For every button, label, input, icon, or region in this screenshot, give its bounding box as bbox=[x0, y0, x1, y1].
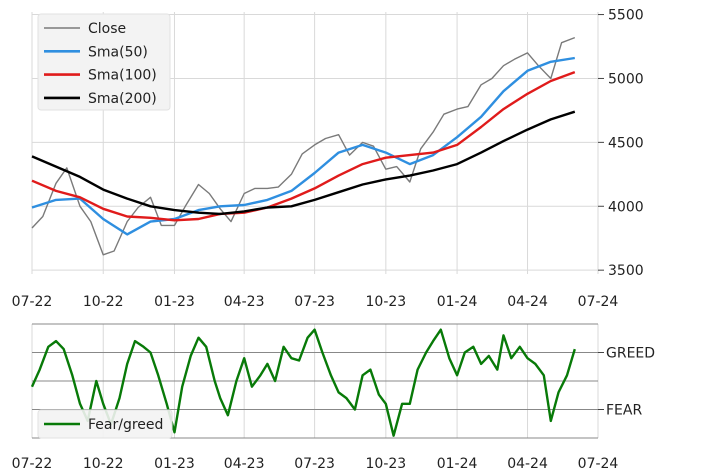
main-ytick-label-5500: 5500 bbox=[608, 8, 644, 24]
fear-greed-lines bbox=[30, 328, 576, 437]
fear-greed-legend: Fear/greed bbox=[37, 409, 173, 439]
legend-label-sma200: Sma(200) bbox=[88, 91, 157, 107]
fg-xtick-label-01-23: 01-23 bbox=[154, 456, 195, 472]
main-xtick-label-01-24: 01-24 bbox=[437, 294, 478, 310]
fg-xtick-label-07-24: 07-24 bbox=[578, 456, 619, 472]
main-xtick-label-01-23: 01-23 bbox=[154, 294, 195, 310]
main-legend-box bbox=[37, 13, 171, 111]
main-ytick-label-4500: 4500 bbox=[608, 135, 644, 151]
main-chart-grid bbox=[31, 12, 599, 274]
fg-xtick-label-07-23: 07-23 bbox=[294, 456, 335, 472]
main-x-axis: 07-22 10-22 01-23 04-23 07-23 10-23 01-24 04-24… bbox=[12, 294, 619, 310]
legend-label-sma50: Sma(50) bbox=[88, 44, 148, 60]
main-ytick-label-4000: 4000 bbox=[608, 199, 644, 215]
main-xtick-label-10-22: 10-22 bbox=[83, 294, 124, 310]
main-y-axis: 3500 4000 4500 5000 5500 bbox=[598, 8, 644, 279]
fg-xtick-label-01-24: 01-24 bbox=[437, 456, 478, 472]
fear-greed-y-axis: GREED FEAR bbox=[598, 346, 655, 419]
fg-ytick-label-greed: GREED bbox=[606, 346, 655, 362]
fg-legend-box bbox=[37, 409, 173, 439]
fg-ytick-label-fear: FEAR bbox=[606, 403, 642, 419]
main-xtick-label-07-22: 07-22 bbox=[12, 294, 53, 310]
series-line-sma50 bbox=[31, 56, 575, 236]
legend-label-close: Close bbox=[88, 21, 126, 37]
main-legend: Close Sma(50) Sma(100) Sma(200) bbox=[37, 13, 171, 111]
fg-xtick-label-04-24: 04-24 bbox=[507, 456, 548, 472]
fg-xtick-label-04-23: 04-23 bbox=[224, 456, 265, 472]
fg-xtick-label-10-23: 10-23 bbox=[366, 456, 407, 472]
main-ytick-label-3500: 3500 bbox=[608, 263, 644, 279]
series-line-fear_greed bbox=[30, 328, 576, 437]
main-xtick-label-04-23: 04-23 bbox=[224, 294, 265, 310]
series-line-sma100 bbox=[31, 70, 576, 222]
legend-label-sma100: Sma(100) bbox=[88, 68, 157, 84]
main-xtick-label-04-24: 04-24 bbox=[507, 294, 548, 310]
main-ytick-label-5000: 5000 bbox=[608, 71, 644, 87]
main-xtick-label-07-24: 07-24 bbox=[578, 294, 619, 310]
main-xtick-label-07-23: 07-23 bbox=[294, 294, 335, 310]
main-chart-lines bbox=[31, 36, 576, 256]
fear-greed-x-axis: 07-22 10-22 01-23 04-23 07-23 10-23 01-24 04-24… bbox=[12, 456, 619, 472]
fg-xtick-label-07-22: 07-22 bbox=[12, 456, 53, 472]
legend-label-fear_greed: Fear/greed bbox=[88, 417, 163, 433]
series-line-sma200 bbox=[31, 110, 576, 216]
main-xtick-label-10-23: 10-23 bbox=[366, 294, 407, 310]
fg-xtick-label-10-22: 10-22 bbox=[83, 456, 124, 472]
